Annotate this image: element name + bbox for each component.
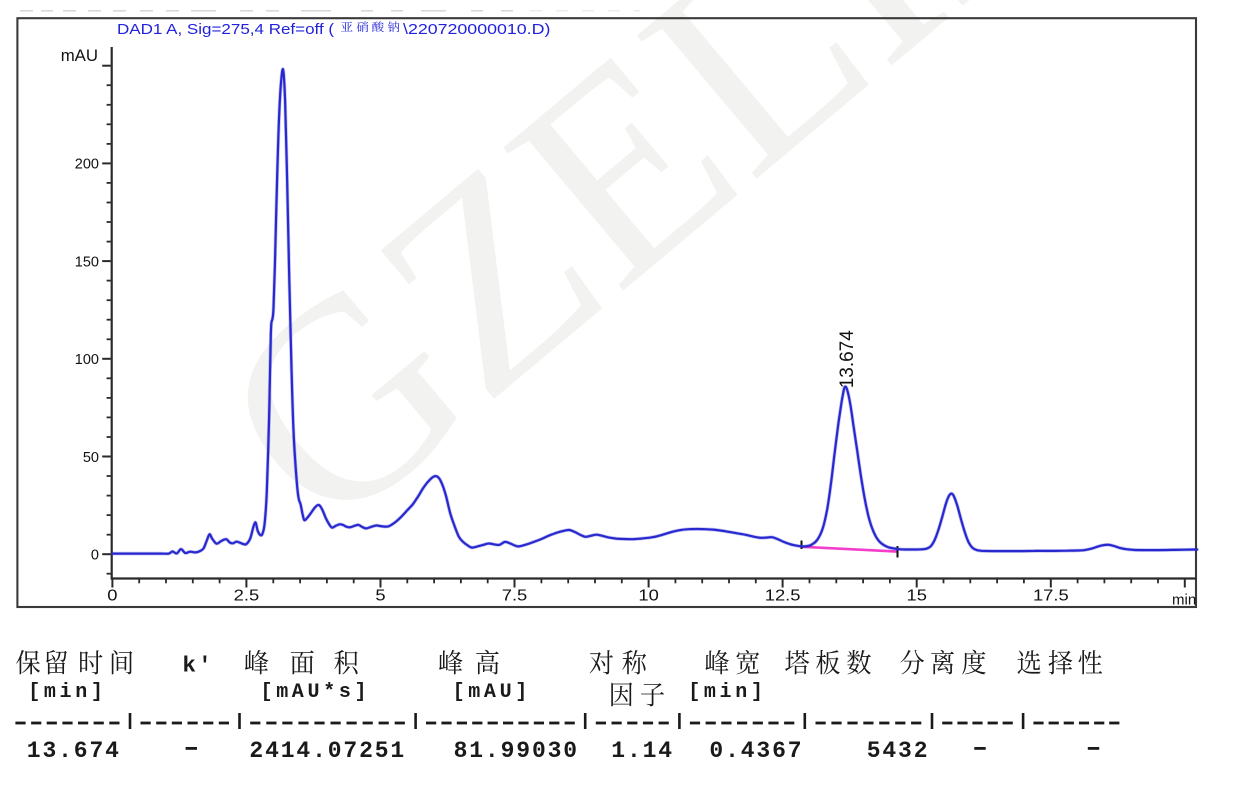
svg-text:0: 0 <box>107 587 117 604</box>
svg-text:[mAU]: [mAU] <box>453 681 528 704</box>
svg-text:0: 0 <box>91 548 99 564</box>
svg-text:5432: 5432 <box>867 738 928 764</box>
svg-text:15: 15 <box>906 587 926 604</box>
svg-text:2.5: 2.5 <box>234 587 259 604</box>
svg-text:81.99030: 81.99030 <box>454 738 578 764</box>
svg-text:5: 5 <box>375 587 385 604</box>
svg-text:200: 200 <box>75 157 99 173</box>
svg-text:[min]: [min] <box>688 681 763 704</box>
svg-text:0.4367: 0.4367 <box>709 738 801 764</box>
svg-text:12.5: 12.5 <box>765 587 801 604</box>
svg-text:50: 50 <box>83 450 99 466</box>
svg-text:150: 150 <box>75 254 99 270</box>
svg-text:2414.07251: 2414.07251 <box>249 738 404 764</box>
svg-text:\220720000010.D): \220720000010.D) <box>403 21 550 37</box>
svg-text:DAD1 A, Sig=275,4 Ref=off (: DAD1 A, Sig=275,4 Ref=off ( <box>117 22 335 38</box>
svg-text:13.674: 13.674 <box>27 738 119 764</box>
svg-text:1.14: 1.14 <box>611 738 672 764</box>
svg-text:100: 100 <box>75 352 99 368</box>
svg-text:GZELIN: GZELIN <box>163 0 1154 587</box>
svg-text:7.5: 7.5 <box>502 587 527 604</box>
svg-text:k': k' <box>182 653 211 679</box>
svg-text:min: min <box>1172 591 1196 608</box>
svg-text:[min]: [min] <box>28 681 103 704</box>
svg-text:10: 10 <box>638 587 658 604</box>
svg-text:13.674: 13.674 <box>837 330 858 389</box>
svg-text:17.5: 17.5 <box>1033 587 1069 604</box>
svg-text:mAU: mAU <box>61 46 98 65</box>
svg-text:[mAU*s]: [mAU*s] <box>261 681 367 704</box>
